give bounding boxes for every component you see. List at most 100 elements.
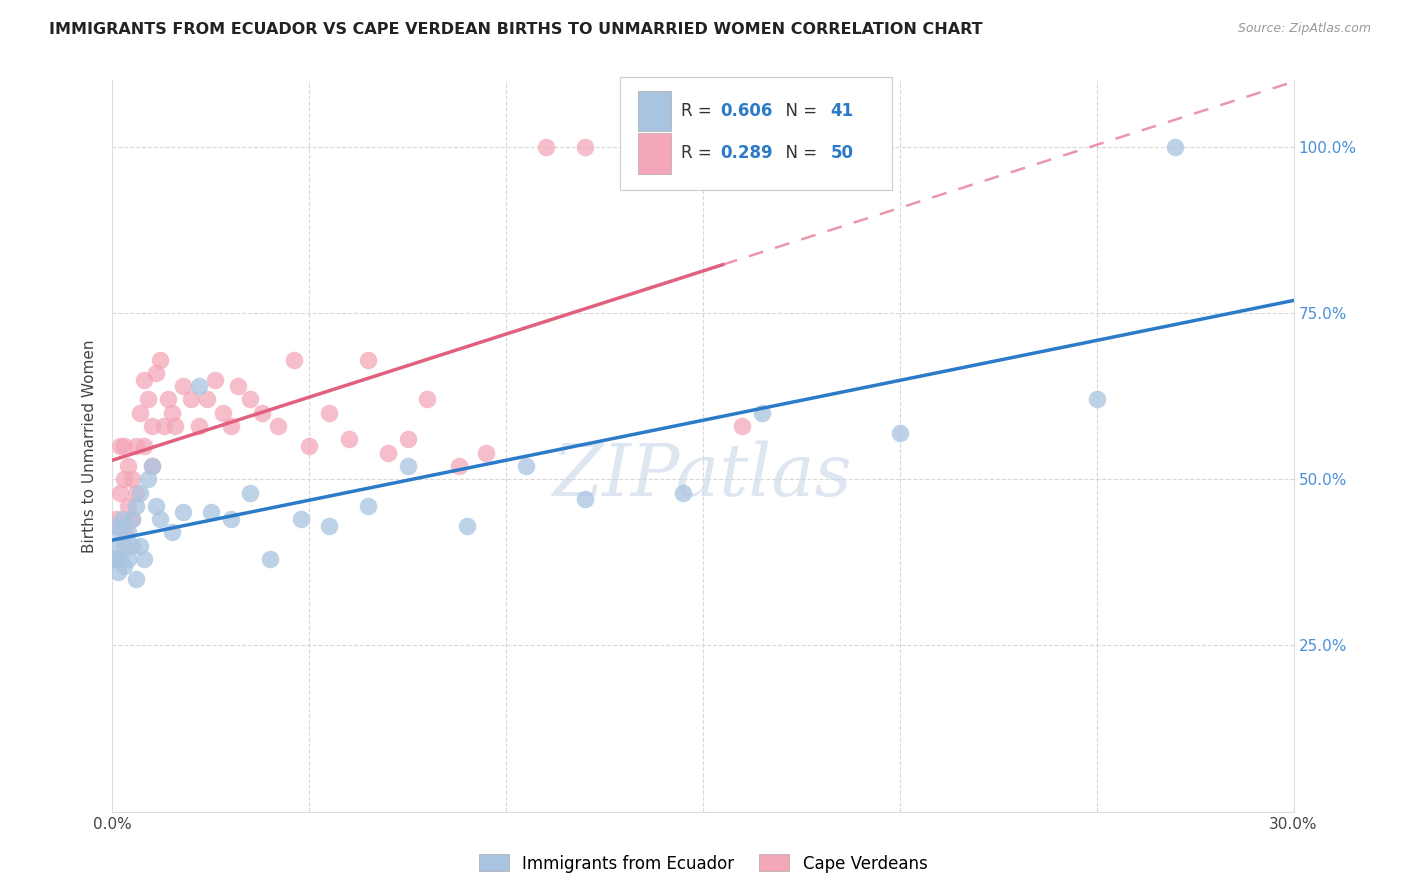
Point <box>121 472 143 486</box>
Point <box>129 539 152 553</box>
Text: 41: 41 <box>831 102 853 120</box>
Text: N =: N = <box>775 145 823 162</box>
Point <box>200 506 222 520</box>
Text: 50: 50 <box>831 145 853 162</box>
Point <box>259 552 281 566</box>
Point <box>239 392 262 407</box>
Point <box>111 512 134 526</box>
Y-axis label: Births to Unmarried Women: Births to Unmarried Women <box>82 339 97 553</box>
Point <box>105 552 128 566</box>
Point <box>515 458 537 473</box>
Point <box>156 392 179 407</box>
Point <box>110 485 132 500</box>
Point <box>283 352 305 367</box>
FancyBboxPatch shape <box>638 91 671 131</box>
Point <box>165 419 187 434</box>
Text: 0.606: 0.606 <box>721 102 773 120</box>
Point <box>125 499 148 513</box>
Point <box>103 552 125 566</box>
Point <box>136 472 159 486</box>
Point <box>889 425 911 440</box>
Point <box>105 539 128 553</box>
Point <box>141 458 163 473</box>
Point <box>652 140 675 154</box>
Point <box>188 379 211 393</box>
Point <box>204 372 226 386</box>
Point <box>188 419 211 434</box>
Text: Source: ZipAtlas.com: Source: ZipAtlas.com <box>1237 22 1371 36</box>
Point <box>117 499 139 513</box>
Legend: Immigrants from Ecuador, Cape Verdeans: Immigrants from Ecuador, Cape Verdeans <box>472 847 934 880</box>
Point <box>125 485 148 500</box>
Point <box>145 366 167 380</box>
Point <box>129 406 152 420</box>
Point <box>1085 392 1108 407</box>
Point <box>149 352 172 367</box>
Point <box>357 352 380 367</box>
Point <box>172 379 194 393</box>
Text: R =: R = <box>681 102 717 120</box>
Point <box>152 419 174 434</box>
Point <box>447 458 470 473</box>
Point <box>574 492 596 507</box>
Point <box>160 406 183 420</box>
FancyBboxPatch shape <box>620 77 891 190</box>
Text: IMMIGRANTS FROM ECUADOR VS CAPE VERDEAN BIRTHS TO UNMARRIED WOMEN CORRELATION CH: IMMIGRANTS FROM ECUADOR VS CAPE VERDEAN … <box>49 22 983 37</box>
Point <box>250 406 273 420</box>
Point <box>219 512 242 526</box>
Point <box>132 552 155 566</box>
Point <box>145 499 167 513</box>
Point <box>290 512 312 526</box>
Point <box>112 439 135 453</box>
Point <box>105 518 128 533</box>
Point <box>110 525 132 540</box>
Point <box>125 439 148 453</box>
Point <box>228 379 250 393</box>
Point <box>117 525 139 540</box>
Point <box>132 439 155 453</box>
Point <box>318 518 340 533</box>
Point <box>239 485 262 500</box>
Point <box>110 552 132 566</box>
Point <box>318 406 340 420</box>
Point <box>117 458 139 473</box>
Point <box>357 499 380 513</box>
Point <box>534 140 557 154</box>
Point <box>219 419 242 434</box>
Point <box>141 458 163 473</box>
Point <box>377 445 399 459</box>
Point <box>110 439 132 453</box>
Point <box>149 512 172 526</box>
Point <box>731 419 754 434</box>
Point <box>121 512 143 526</box>
Text: 0.289: 0.289 <box>721 145 773 162</box>
Point <box>112 539 135 553</box>
Point <box>132 372 155 386</box>
Point <box>129 485 152 500</box>
Point <box>337 433 360 447</box>
FancyBboxPatch shape <box>638 133 671 174</box>
Point <box>672 485 695 500</box>
Point <box>751 406 773 420</box>
Text: ZIPatlas: ZIPatlas <box>553 440 853 510</box>
Point <box>121 512 143 526</box>
Point <box>1164 140 1187 154</box>
Text: N =: N = <box>775 102 823 120</box>
Point <box>112 525 135 540</box>
Point <box>180 392 202 407</box>
Point <box>396 458 419 473</box>
Point <box>121 539 143 553</box>
Point <box>141 419 163 434</box>
Point <box>475 445 498 459</box>
Point <box>416 392 439 407</box>
Point <box>211 406 233 420</box>
Point <box>172 506 194 520</box>
Point <box>107 566 129 580</box>
Point <box>136 392 159 407</box>
Point <box>117 552 139 566</box>
Point <box>105 512 128 526</box>
Point <box>160 525 183 540</box>
Point <box>298 439 321 453</box>
Point <box>396 433 419 447</box>
Point <box>456 518 478 533</box>
